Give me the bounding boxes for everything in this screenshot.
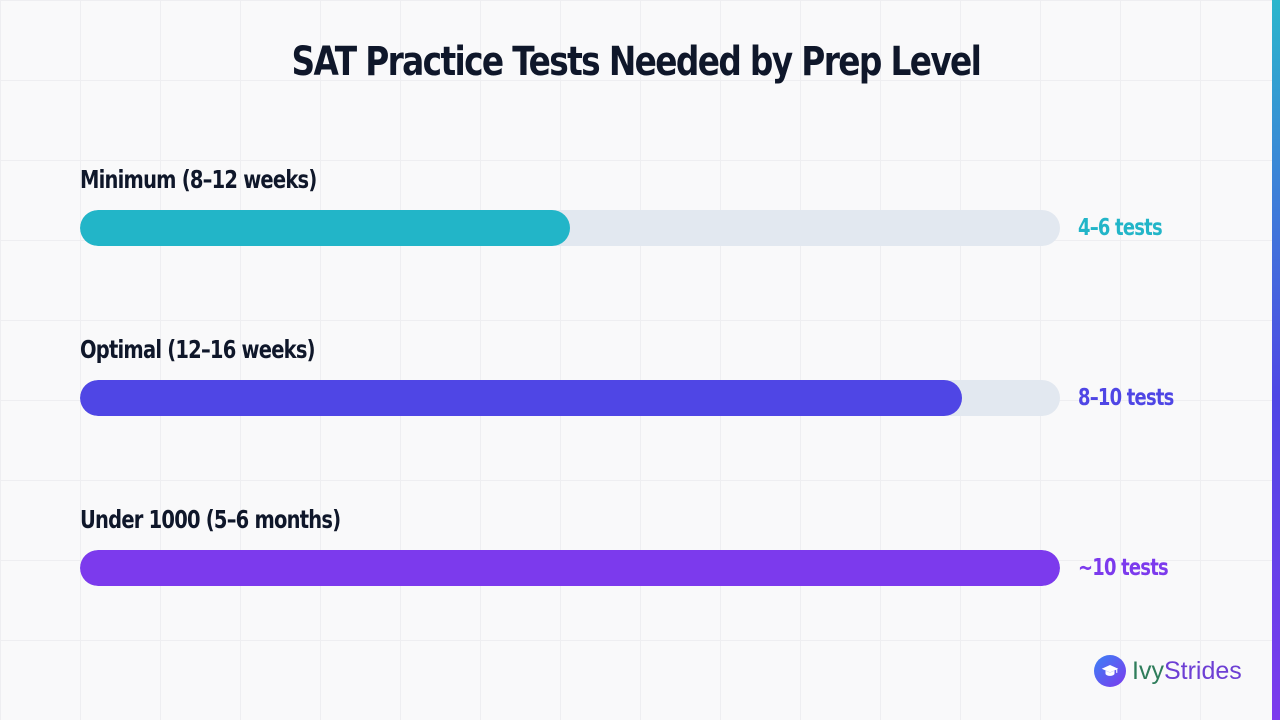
bar-under-1000 xyxy=(80,550,1060,586)
category-label-minimum: Minimum (8–12 weeks) xyxy=(80,165,317,194)
value-label-optimal: 8–10 tests xyxy=(1078,385,1174,411)
bar-track-optimal xyxy=(80,380,1060,416)
accent-edge-bar xyxy=(1272,0,1280,720)
bar-optimal xyxy=(80,380,962,416)
bar-track-minimum xyxy=(80,210,1060,246)
brand-name-ivy: Ivy xyxy=(1132,657,1164,685)
category-label-under-1000: Under 1000 (5–6 months) xyxy=(80,505,341,534)
value-label-under-1000: ~10 tests xyxy=(1078,555,1169,581)
value-label-minimum: 4–6 tests xyxy=(1078,215,1163,241)
bar-track-under-1000 xyxy=(80,550,1060,586)
bar-row-minimum: Minimum (8–12 weeks) 4–6 tests xyxy=(80,162,1230,262)
bar-minimum xyxy=(80,210,570,246)
bar-row-optimal: Optimal (12–16 weeks) 8–10 tests xyxy=(80,332,1230,432)
bar-row-under-1000: Under 1000 (5–6 months) ~10 tests xyxy=(80,502,1230,602)
graduation-cap-icon xyxy=(1094,655,1126,687)
brand-name-strides: Strides xyxy=(1163,657,1242,685)
chart-title: SAT Practice Tests Needed by Prep Level xyxy=(291,39,982,85)
brand-logo: IvyStrides xyxy=(1094,655,1242,687)
brand-name: IvyStrides xyxy=(1132,655,1242,687)
category-label-optimal: Optimal (12–16 weeks) xyxy=(80,335,316,364)
